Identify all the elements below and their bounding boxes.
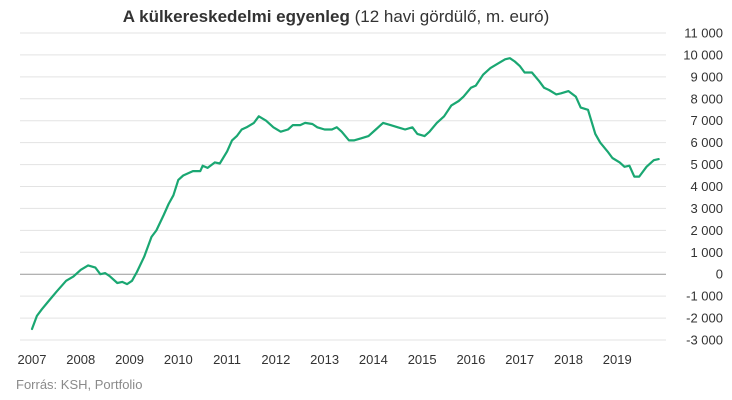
x-tick-label: 2015 [408, 352, 437, 367]
x-tick-label: 2007 [18, 352, 47, 367]
y-tick-label: 6 000 [690, 135, 723, 150]
x-tick-label: 2014 [359, 352, 388, 367]
x-tick-label: 2018 [554, 352, 583, 367]
series-group [30, 57, 660, 331]
y-tick-label: 11 000 [684, 26, 723, 41]
y-tick-label: 7 000 [690, 113, 723, 128]
y-axis-tick-labels: 11 000 10 000 9 000 8 000 7 000 6 000 5 000 4 0… [683, 26, 723, 348]
y-tick-label: -3 000 [686, 333, 723, 348]
series-line [30, 57, 660, 331]
y-tick-label: -2 000 [686, 311, 723, 326]
y-tick-label: 8 000 [690, 91, 723, 106]
y-tick-label: 9 000 [690, 69, 723, 84]
chart-title-unit: (12 havi gördülő, m. euró) [354, 7, 550, 26]
y-tick-label: 4 000 [690, 179, 723, 194]
chart-title-main: A külkereskedelmi egyenleg [122, 7, 350, 26]
x-tick-label: 2011 [213, 352, 241, 367]
x-tick-label: 2016 [456, 352, 485, 367]
x-tick-label: 2019 [603, 352, 632, 367]
y-tick-label: 0 [716, 267, 723, 282]
x-tick-label: 2009 [115, 352, 144, 367]
x-tick-label: 2012 [261, 352, 290, 367]
y-tick-label: 2 000 [690, 223, 723, 238]
source-note: Forrás: KSH, Portfolio [16, 377, 143, 392]
y-tick-label: 3 000 [690, 201, 723, 216]
y-tick-label: 5 000 [690, 157, 723, 172]
x-tick-label: 2017 [505, 352, 534, 367]
y-tick-label: 10 000 [683, 47, 723, 62]
y-tick-label: 1 000 [690, 245, 723, 260]
x-tick-label: 2008 [66, 352, 95, 367]
x-tick-label: 2010 [164, 352, 193, 367]
chart-title: A külkereskedelmi egyenleg (12 havi görd… [0, 7, 672, 27]
x-tick-label: 2013 [310, 352, 339, 367]
x-axis-tick-labels: 2007 2008 2009 2010 2011 2012 2013 2014 2015 2016… [18, 352, 632, 367]
y-tick-label: -1 000 [686, 289, 723, 304]
gridlines [20, 32, 666, 341]
